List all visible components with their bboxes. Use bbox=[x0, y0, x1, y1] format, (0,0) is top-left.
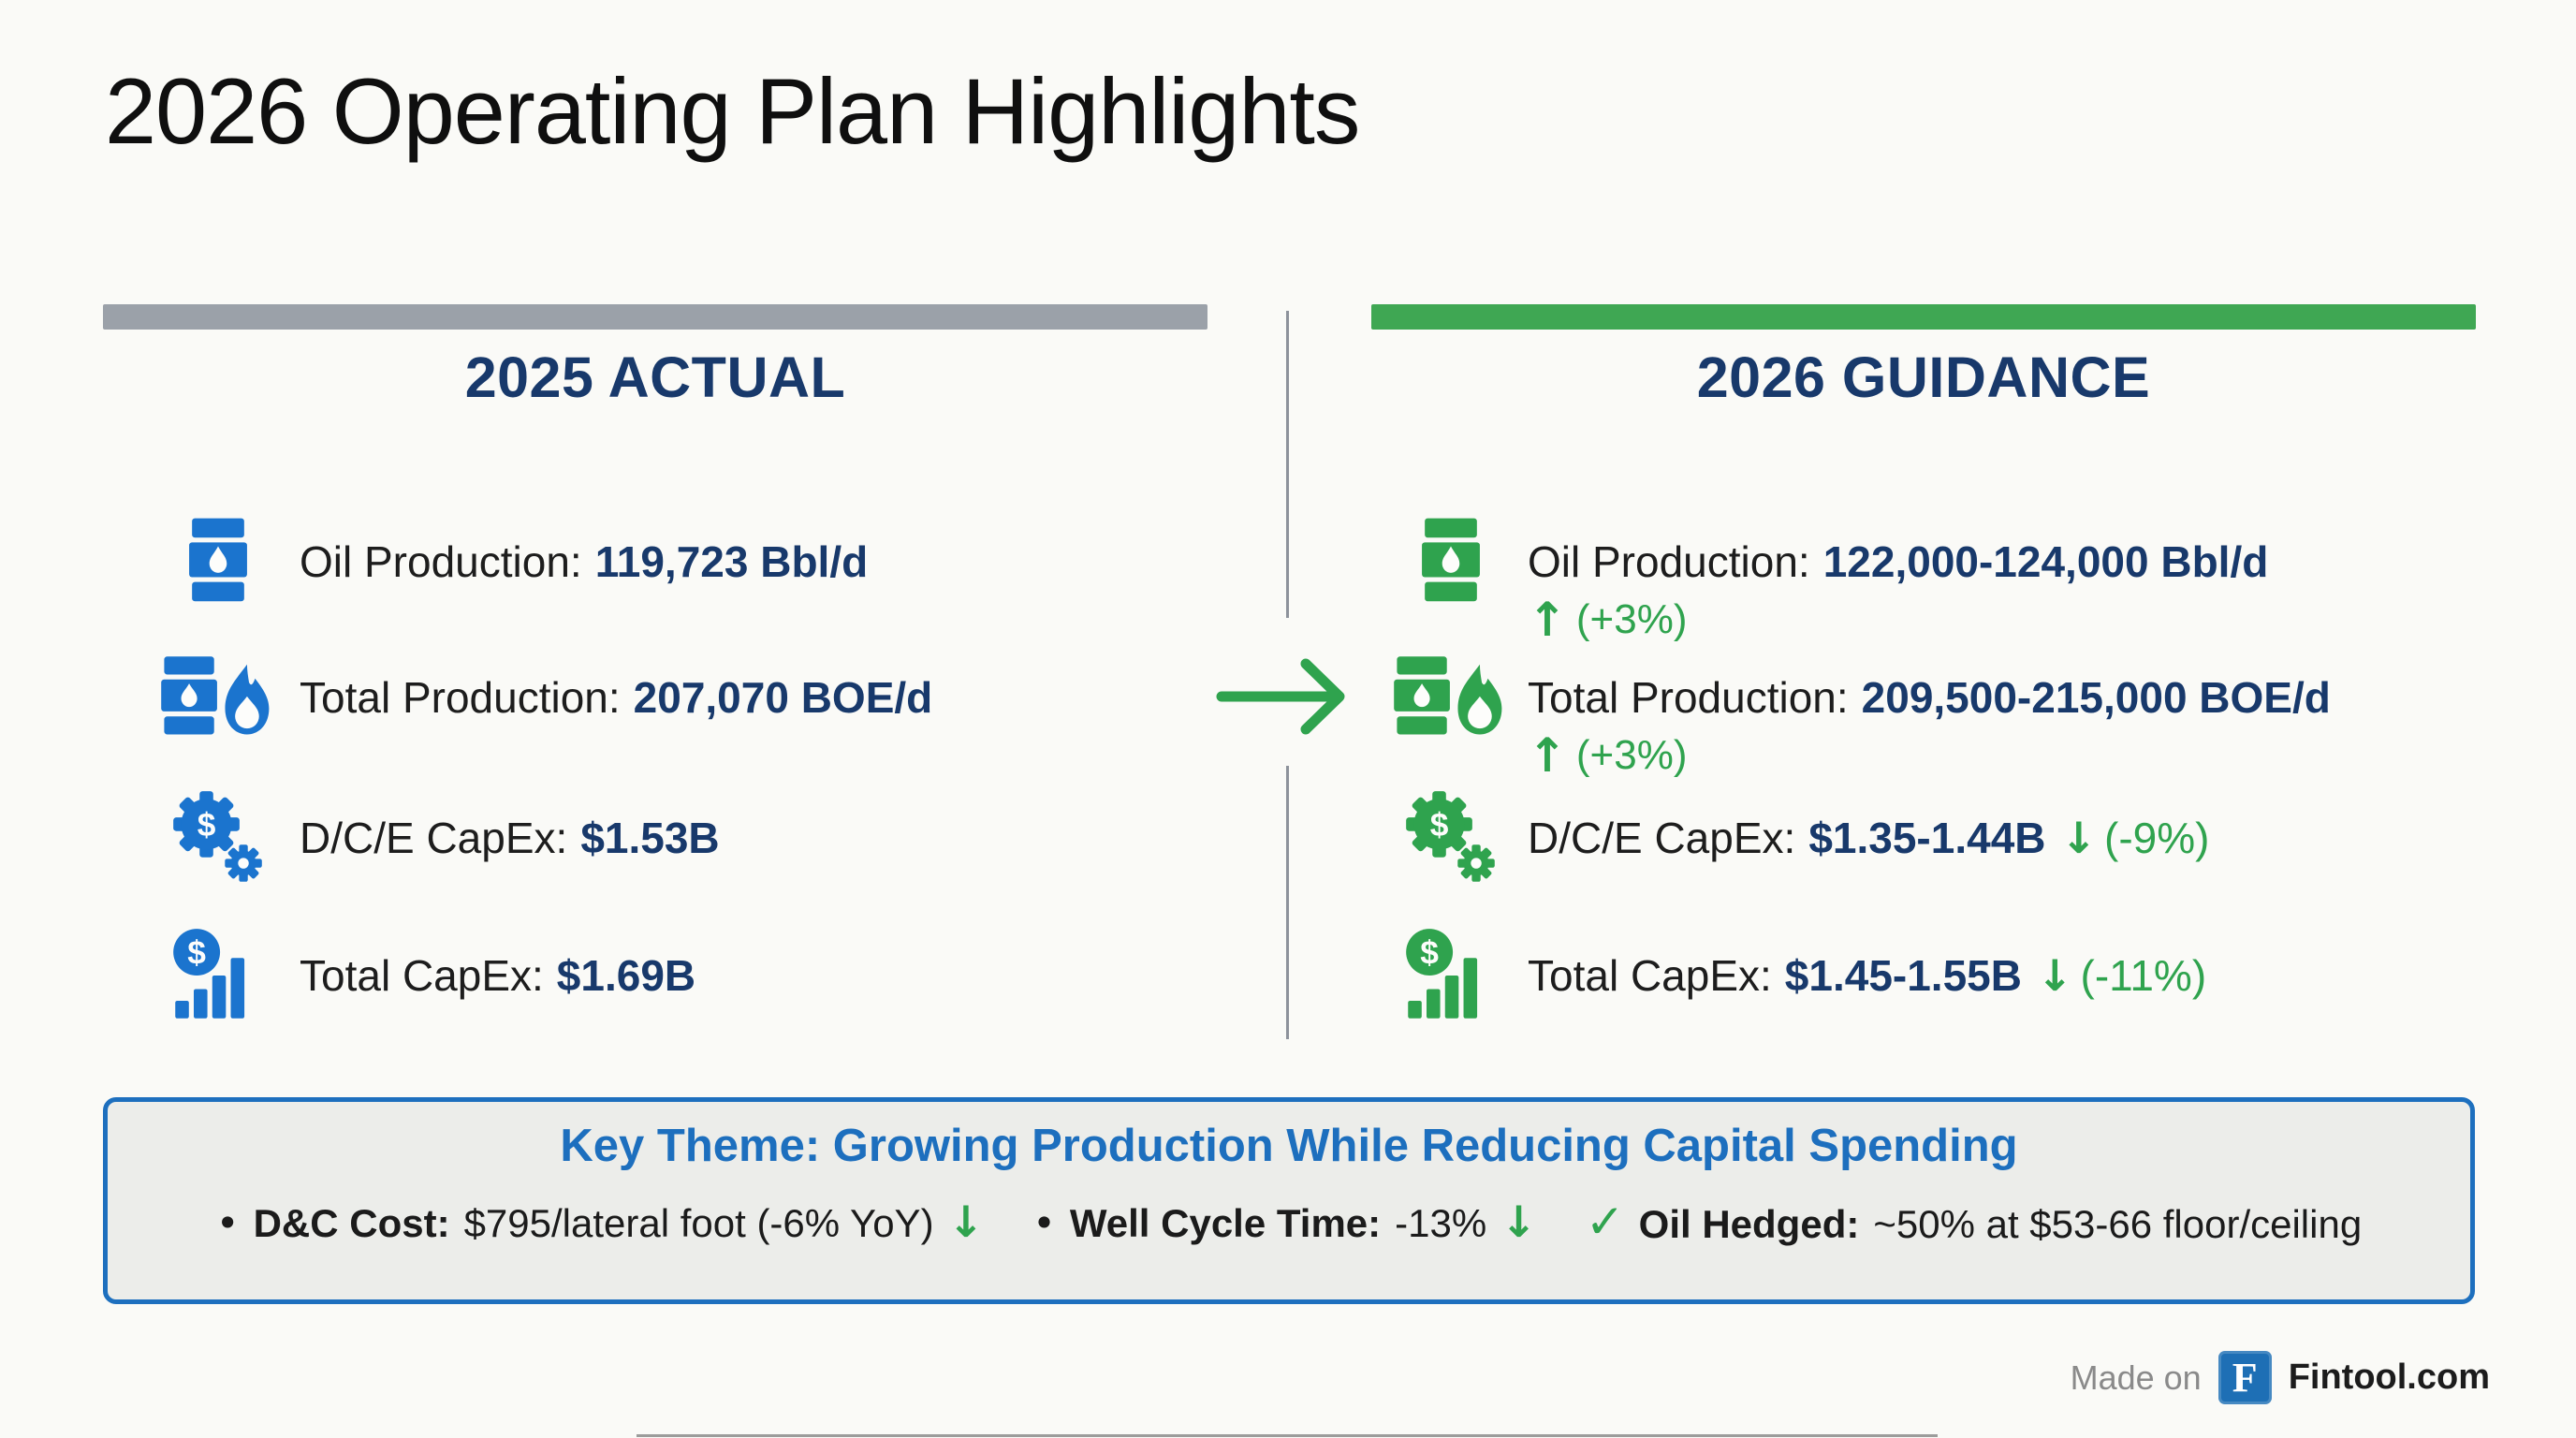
metric-text: Total Production: 209,500-215,000 BOE/d bbox=[1528, 672, 2331, 723]
bottom-edge-artifact bbox=[637, 1434, 1938, 1437]
oil-barrel-icon bbox=[1373, 518, 1528, 606]
metric-change: ↓ (-11%) bbox=[2037, 950, 2206, 1001]
down-arrow-icon: ↓ bbox=[2036, 950, 2073, 1001]
metric-label: Total Production: bbox=[1528, 673, 1849, 722]
metric-label: D/C/E CapEx: bbox=[300, 814, 568, 862]
oil-barrel-icon bbox=[136, 518, 300, 606]
up-arrow-icon: ↑ bbox=[1528, 593, 1567, 647]
metric-value: $1.53B bbox=[580, 814, 720, 862]
left-column-header: 2025 ACTUAL bbox=[464, 345, 846, 409]
metric-row: $ D/C/E CapEx: $ bbox=[136, 789, 720, 887]
metric-label: Total Production: bbox=[300, 673, 621, 722]
metric-change: ↑ (+3%) bbox=[1528, 595, 2268, 644]
barrel-flame-icon bbox=[1373, 653, 1528, 742]
svg-text:$: $ bbox=[187, 935, 206, 972]
bullet-item: • D&C Cost: $795/lateral foot (-6% YoY) … bbox=[216, 1196, 984, 1247]
change-text: (+3%) bbox=[1575, 596, 1688, 642]
down-arrow-icon: ↓ bbox=[1500, 1196, 1537, 1247]
metric-label: Total CapEx: bbox=[300, 951, 544, 1000]
metric-change: ↑ (+3%) bbox=[1528, 731, 2331, 780]
metric-text: Total Production: 207,070 BOE/d bbox=[300, 672, 932, 723]
metric-label: D/C/E CapEx: bbox=[1528, 814, 1796, 862]
gears-dollar-icon: $ bbox=[1373, 789, 1528, 887]
metric-row: $ D/C/E CapEx: $ bbox=[1373, 789, 2210, 887]
metric-row: Total Production: 207,070 BOE/d bbox=[136, 649, 932, 746]
change-text: (+3%) bbox=[1575, 732, 1688, 778]
metric-row: Total Production: 209,500-215,000 BOE/d … bbox=[1373, 649, 2331, 780]
svg-text:$: $ bbox=[1429, 807, 1448, 844]
column-divider bbox=[1286, 311, 1289, 618]
metric-row: Oil Production: 122,000-124,000 Bbl/d ↑ … bbox=[1373, 513, 2268, 644]
bullet-text: $795/lateral foot (-6% YoY) bbox=[463, 1201, 934, 1245]
metric-value: $1.69B bbox=[556, 951, 696, 1000]
bullet-text: ~50% at $53-66 floor/ceiling bbox=[1873, 1202, 2363, 1246]
metric-text: Oil Production: 119,723 Bbl/d bbox=[300, 536, 868, 587]
down-arrow-icon: ↓ bbox=[947, 1196, 985, 1247]
bullet-dot-icon: • bbox=[1032, 1200, 1056, 1246]
svg-text:$: $ bbox=[1420, 935, 1439, 972]
checkmark-icon: ✓ bbox=[1585, 1195, 1625, 1249]
bullet-text: -13% bbox=[1395, 1201, 1487, 1245]
metric-label: Oil Production: bbox=[300, 537, 582, 586]
fintool-logo-icon: F bbox=[2217, 1351, 2272, 1404]
metric-row: Oil Production: 119,723 Bbl/d bbox=[136, 513, 868, 610]
bullet-label: Well Cycle Time: bbox=[1069, 1201, 1382, 1245]
left-column-bar bbox=[103, 304, 1208, 330]
key-theme-box: Key Theme: Growing Production While Redu… bbox=[103, 1097, 2475, 1304]
down-arrow-icon: ↓ bbox=[2060, 813, 2098, 863]
change-text: (-11%) bbox=[2080, 951, 2207, 1000]
arrow-right-icon bbox=[1214, 654, 1354, 739]
metric-value: $1.35-1.44B bbox=[1808, 814, 2046, 862]
dollar-chart-icon: $ bbox=[136, 927, 300, 1024]
metric-label: Total CapEx: bbox=[1528, 951, 1772, 1000]
metric-label: Oil Production: bbox=[1528, 537, 1810, 586]
brand-name: Fintool.com bbox=[2288, 1357, 2490, 1397]
metric-value: 122,000-124,000 Bbl/d bbox=[1822, 537, 2269, 586]
metric-text: D/C/E CapEx: $1.53B bbox=[300, 813, 720, 863]
bullet-item: ✓ Oil Hedged: ~50% at $53-66 floor/ceili… bbox=[1586, 1195, 2362, 1249]
bullet-label: D&C Cost: bbox=[253, 1201, 450, 1245]
change-text: (-9%) bbox=[2104, 814, 2210, 862]
key-theme-title: Key Theme: Growing Production While Redu… bbox=[560, 1121, 2018, 1171]
metric-value: 209,500-215,000 BOE/d bbox=[1861, 673, 2331, 722]
column-divider bbox=[1286, 766, 1289, 1039]
up-arrow-icon: ↑ bbox=[1528, 728, 1567, 783]
bullet-item: • Well Cycle Time: -13% ↓ bbox=[1032, 1196, 1537, 1247]
barrel-flame-icon bbox=[136, 653, 300, 742]
bullet-label: Oil Hedged: bbox=[1638, 1202, 1860, 1246]
key-theme-bullets: • D&C Cost: $795/lateral foot (-6% YoY) … bbox=[108, 1195, 2470, 1249]
metric-text: Total CapEx: $1.45-1.55B ↓ (-11%) bbox=[1528, 950, 2206, 1001]
right-column-header: 2026 GUIDANCE bbox=[1696, 345, 2151, 409]
svg-text:$: $ bbox=[197, 807, 215, 844]
metric-row: $ Total CapEx: $1.45-1.55B ↓ (-11%) bbox=[1373, 927, 2206, 1024]
bullet-dot-icon: • bbox=[215, 1200, 240, 1246]
dollar-chart-icon: $ bbox=[1373, 927, 1528, 1024]
metric-text: Oil Production: 122,000-124,000 Bbl/d bbox=[1528, 536, 2268, 587]
made-on-label: Made on bbox=[2070, 1357, 2202, 1397]
gears-dollar-icon: $ bbox=[136, 789, 300, 887]
metric-value: 207,070 BOE/d bbox=[633, 673, 933, 722]
watermark: Made on F Fintool.com bbox=[2071, 1351, 2490, 1404]
metric-value: 119,723 Bbl/d bbox=[594, 537, 869, 586]
logo-letter: F bbox=[2232, 1355, 2258, 1401]
metric-row: $ Total CapEx: $1.69B bbox=[136, 927, 695, 1024]
page-title: 2026 Operating Plan Highlights bbox=[105, 59, 1360, 163]
right-column-bar bbox=[1371, 304, 2476, 330]
metric-change: ↓ (-9%) bbox=[2061, 813, 2210, 863]
metric-value: $1.45-1.55B bbox=[1784, 951, 2022, 1000]
metric-text: D/C/E CapEx: $1.35-1.44B ↓ (-9%) bbox=[1528, 813, 2210, 863]
metric-text: Total CapEx: $1.69B bbox=[300, 950, 695, 1001]
